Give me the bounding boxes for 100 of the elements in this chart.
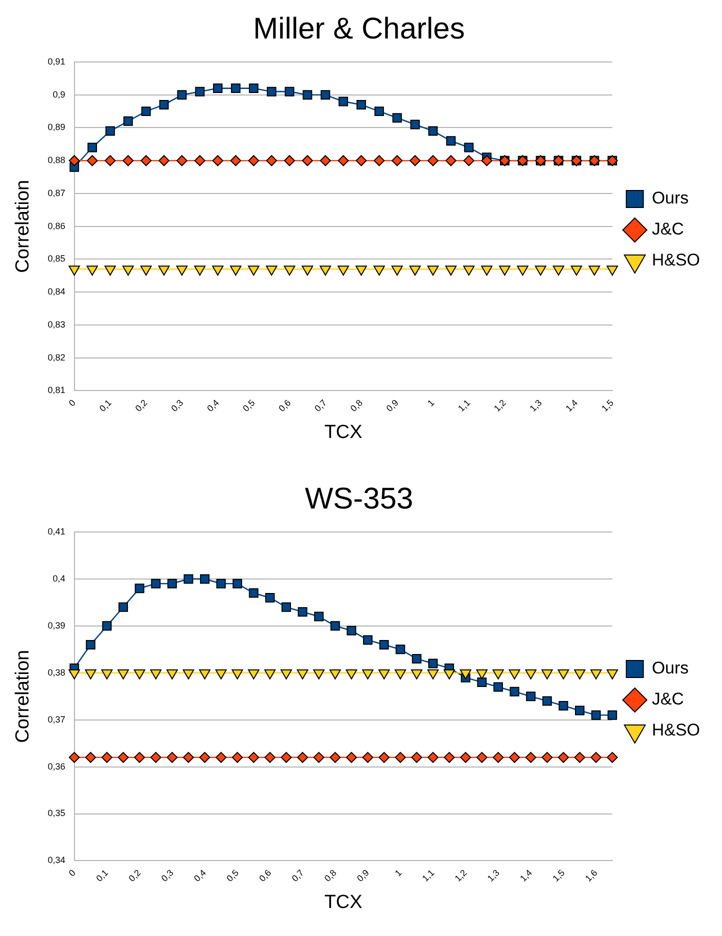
point <box>477 678 487 688</box>
y-tick-label: 0,4 <box>52 573 66 584</box>
point <box>296 669 308 680</box>
point <box>166 669 178 680</box>
point <box>282 602 291 612</box>
point <box>248 752 260 763</box>
point <box>266 86 276 96</box>
point <box>574 669 586 680</box>
point <box>298 607 308 617</box>
point <box>356 100 366 110</box>
point <box>493 682 503 692</box>
point <box>101 752 112 763</box>
x-tick-label: 1,4 <box>564 398 580 414</box>
point <box>194 155 206 166</box>
point <box>134 584 144 594</box>
x-tick-label: 0,2 <box>126 868 143 884</box>
point <box>542 696 552 706</box>
point <box>363 635 373 645</box>
point <box>330 752 341 763</box>
point <box>445 266 457 276</box>
x-tick-label: 1,5 <box>600 398 616 414</box>
point <box>184 574 194 584</box>
point <box>86 266 98 276</box>
point <box>104 155 116 166</box>
point <box>104 266 116 276</box>
point <box>215 669 227 680</box>
point <box>460 752 472 763</box>
x-tick-label: 0,1 <box>97 398 114 414</box>
point <box>356 155 367 166</box>
point <box>558 752 569 763</box>
point <box>542 752 553 763</box>
point <box>427 155 438 166</box>
x-tick-label: 0,3 <box>159 868 176 884</box>
legend-label: J&C <box>652 220 684 239</box>
point <box>392 113 402 123</box>
point <box>151 578 161 588</box>
point <box>463 155 474 166</box>
point <box>606 669 618 680</box>
y-tick-label: 0,81 <box>48 385 66 396</box>
point <box>534 266 546 276</box>
y-tick-label: 0,38 <box>48 667 66 678</box>
point <box>194 266 206 276</box>
point <box>391 266 403 276</box>
point <box>284 155 296 166</box>
point <box>346 626 356 636</box>
point <box>84 669 96 680</box>
point <box>118 669 129 680</box>
point <box>105 126 115 136</box>
point <box>446 136 456 146</box>
legend-label: H&SO <box>652 250 700 270</box>
point <box>212 155 224 166</box>
point <box>230 266 242 276</box>
point <box>558 669 570 680</box>
point <box>374 155 385 166</box>
point <box>508 669 520 680</box>
x-tick-label: 1,6 <box>583 868 600 884</box>
y-tick-label: 0,88 <box>48 155 66 166</box>
y-tick-label: 0,82 <box>48 352 66 362</box>
point <box>141 106 151 116</box>
point <box>460 669 472 680</box>
point <box>86 155 98 166</box>
point <box>297 752 308 763</box>
point <box>248 155 260 166</box>
point <box>102 621 112 631</box>
point <box>176 155 188 166</box>
point <box>510 686 520 696</box>
point <box>313 752 324 763</box>
point <box>394 752 406 763</box>
y-tick-label: 0,89 <box>48 122 66 132</box>
x-tick-label: 0,8 <box>322 868 338 884</box>
point <box>302 266 314 276</box>
point <box>330 621 340 631</box>
point <box>362 752 374 763</box>
x-tick-label: 0,5 <box>240 398 257 414</box>
chart-title: WS-353 <box>304 482 414 516</box>
x-tick-label: 0,9 <box>355 868 371 884</box>
point <box>590 752 602 763</box>
point <box>232 752 243 763</box>
x-tick-label: 1 <box>426 398 436 408</box>
point <box>574 752 586 763</box>
point <box>248 84 258 94</box>
x-tick-label: 0,1 <box>94 868 110 884</box>
point <box>541 669 553 680</box>
x-axis-title: TCX <box>324 422 363 443</box>
point <box>216 752 227 763</box>
point <box>526 692 536 702</box>
point <box>374 106 384 116</box>
point <box>525 752 536 763</box>
legend-label: Ours <box>652 658 689 678</box>
y-tick-label: 0,9 <box>52 89 66 100</box>
point <box>123 116 133 126</box>
point <box>199 752 210 763</box>
legend-label: H&SO <box>652 720 700 740</box>
point <box>499 266 510 276</box>
point <box>302 155 313 166</box>
x-tick-label: 1,3 <box>528 398 544 414</box>
point <box>509 752 520 763</box>
point <box>516 266 528 276</box>
point <box>427 752 438 763</box>
x-tick-label: 0,6 <box>257 868 274 884</box>
